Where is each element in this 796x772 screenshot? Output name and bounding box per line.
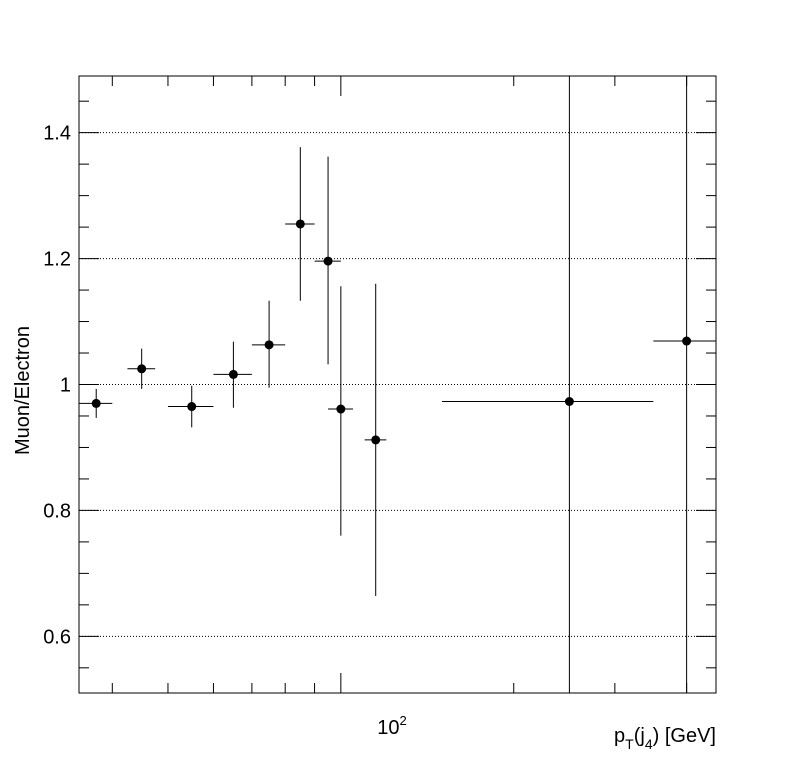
- data-point: [285, 147, 315, 301]
- data-marker: [137, 364, 147, 374]
- y-tick-label: 0.6: [43, 626, 71, 648]
- data-point: [328, 286, 354, 536]
- data-marker: [564, 396, 574, 406]
- data-point: [79, 388, 113, 418]
- data-marker: [295, 219, 305, 229]
- data-marker: [336, 404, 346, 414]
- data-marker: [264, 340, 274, 350]
- x-axis-title: pT(j4) [GeV]: [614, 725, 716, 752]
- x-axis-title-sub-4: 4: [645, 736, 653, 752]
- y-tick-labels: 0.6 0.8 1 1.2 1.4: [43, 123, 71, 649]
- data-marker: [682, 336, 692, 346]
- data-point: [364, 283, 387, 597]
- y-gridlines: [79, 132, 716, 637]
- y-tick-label: 0.8: [43, 500, 71, 522]
- data-point: [653, 76, 716, 693]
- data-series: [79, 76, 716, 693]
- data-marker: [91, 398, 101, 408]
- y-tick-label: 1.2: [43, 249, 71, 271]
- axis-ticks: [79, 76, 716, 693]
- y-tick-label: 1: [60, 375, 71, 397]
- x-axis-title-unit: ) [GeV]: [653, 725, 716, 747]
- data-marker: [371, 435, 381, 445]
- data-point: [127, 348, 156, 389]
- data-point: [314, 156, 341, 365]
- data-marker: [228, 369, 238, 379]
- x-axis-title-sub-T: T: [625, 736, 634, 752]
- x-major-tick-label: 102: [377, 713, 406, 739]
- x-major-tick-label-exponent: 2: [400, 713, 407, 728]
- y-tick-label: 1.4: [43, 123, 71, 145]
- y-axis-title: Muon/Electron: [12, 326, 34, 455]
- data-point: [213, 341, 252, 408]
- plot-frame: [78, 75, 717, 694]
- data-point: [167, 385, 214, 428]
- data-marker: [323, 256, 333, 266]
- data-marker: [187, 402, 197, 412]
- data-point: [251, 300, 286, 388]
- x-axis-title-paren-j: (j: [634, 725, 645, 747]
- data-point: [441, 76, 654, 693]
- x-axis-title-p: p: [614, 725, 625, 747]
- x-major-tick-label-base: 10: [377, 717, 399, 739]
